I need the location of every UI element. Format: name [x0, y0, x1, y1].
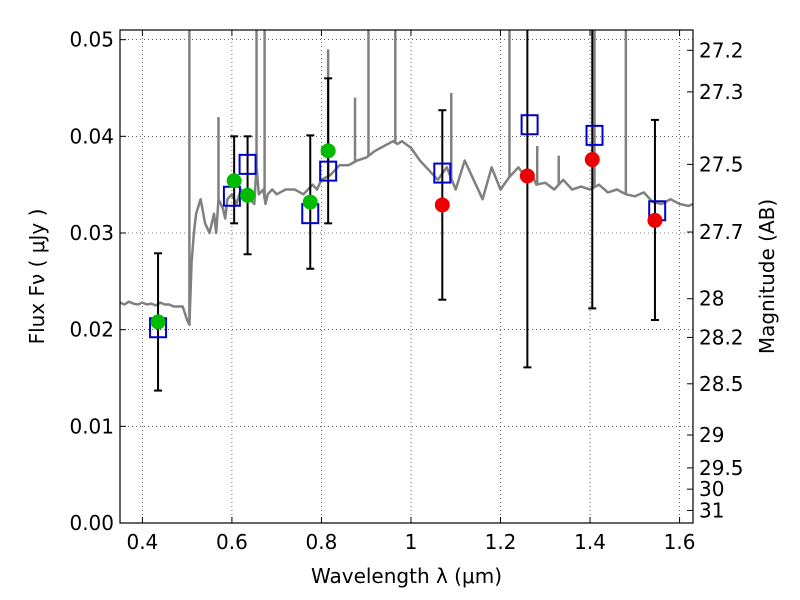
y-tick-label: 0.05 [69, 28, 114, 52]
y-axis-label: Flux Fν ( μJy ) [25, 209, 49, 345]
ticks: 0.4 0.6 0.8 1 1.2 1.4 1.6 0.00 0.01 0.02 0.03 0.04 0… [69, 28, 743, 554]
y-tick-label: 0.04 [69, 124, 114, 148]
red-data-point [584, 152, 600, 168]
right-y-tick-label: 29 [699, 423, 724, 447]
right-y-tick-label: 29.5 [699, 456, 744, 480]
right-y-tick-label: 31 [699, 498, 724, 522]
right-y-tick-label: 28 [699, 287, 724, 311]
error-bar [588, 30, 597, 310]
green-data-point [302, 194, 318, 210]
right-y-tick-label: 27.3 [699, 80, 744, 104]
x-axis-label: Wavelength λ (μm) [311, 564, 502, 588]
x-tick-label: 1.4 [574, 530, 606, 554]
error-bar [523, 30, 532, 369]
right-y-tick-label: 30 [699, 477, 724, 501]
model-square-point [585, 124, 604, 146]
right-y-tick-label: 27.5 [699, 152, 744, 176]
x-tick-label: 1.2 [485, 530, 517, 554]
grid [120, 30, 693, 524]
error-bars [154, 30, 659, 392]
y-tick-label: 0.00 [69, 511, 114, 535]
model-square-point [433, 162, 452, 184]
model-square-point [319, 160, 338, 182]
model-square-point [238, 153, 257, 175]
right-y-tick-label: 28.5 [699, 372, 744, 396]
green-data-point [240, 187, 256, 203]
spectrum [119, 30, 694, 327]
right-y-axis-label: Magnitude (AB) [755, 199, 779, 354]
y-tick-label: 0.03 [69, 221, 114, 245]
red-data-point [434, 197, 450, 213]
y-tick-label: 0.01 [69, 414, 114, 438]
spectrum-line [119, 139, 694, 327]
x-tick-label: 1.6 [664, 530, 696, 554]
right-y-tick-label: 27.2 [699, 38, 744, 62]
red-data-point [647, 212, 663, 228]
y-tick-label: 0.02 [69, 318, 114, 342]
x-tick-label: 0.4 [126, 530, 158, 554]
green-data-point [320, 143, 336, 159]
green-data-point [150, 314, 166, 330]
model-square-point [520, 114, 539, 136]
x-tick-label: 0.6 [216, 530, 248, 554]
green-data-point [226, 173, 242, 189]
markers [149, 114, 667, 339]
plot-frame [119, 29, 694, 524]
right-y-tick-label: 27.7 [699, 220, 744, 244]
right-y-tick-label: 28.2 [699, 325, 744, 349]
red-data-point [519, 168, 535, 184]
x-tick-label: 0.8 [306, 530, 338, 554]
x-tick-label: 1 [405, 530, 418, 554]
